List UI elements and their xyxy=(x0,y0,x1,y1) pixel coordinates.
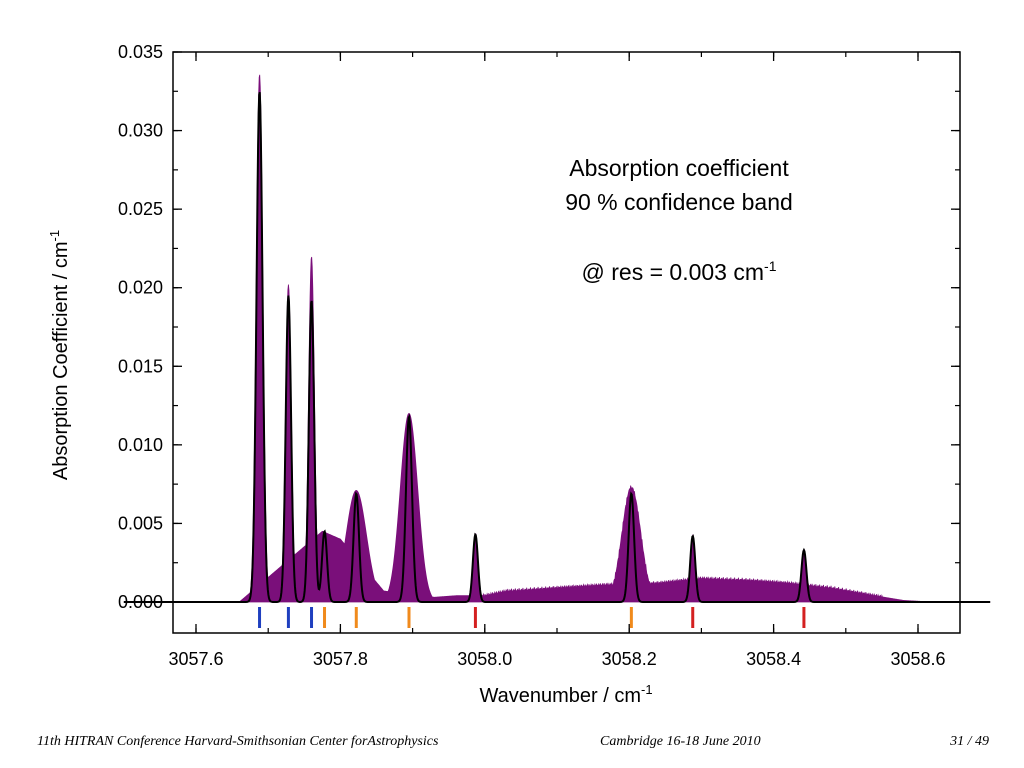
absorption-chart: 3057.6 3057.8 3058.0 3058.2 3058.4 3058.6 0.00… xyxy=(47,42,991,707)
confidence-band-layer xyxy=(123,74,991,603)
annotation-line-1: Absorption coefficient xyxy=(569,155,789,181)
y-tick-label: 0.025 xyxy=(118,199,163,219)
annotation-line-3: @ res = 0.003 cm-1 xyxy=(582,258,777,285)
y-tick-label: 0.030 xyxy=(118,121,163,141)
x-tick-label: 3057.8 xyxy=(313,649,368,669)
x-tick-label: 3058.2 xyxy=(602,649,657,669)
footer-page-number: 31 / 49 xyxy=(950,734,989,749)
y-tick-label: 0.015 xyxy=(118,356,163,376)
confidence-band-area xyxy=(123,74,991,603)
y-tick-label: 0.005 xyxy=(118,513,163,533)
line-position-markers xyxy=(258,607,806,628)
absorption-line-layer xyxy=(123,91,991,603)
absorption-coefficient-line xyxy=(123,91,991,603)
annotation-line-2: 90 % confidence band xyxy=(565,189,793,215)
x-tick-label: 3057.6 xyxy=(168,649,223,669)
x-tick-label: 3058.4 xyxy=(746,649,801,669)
y-tick-label: 0.035 xyxy=(118,42,163,62)
x-tick-label: 3058.6 xyxy=(890,649,945,669)
y-tick-label: 0.010 xyxy=(118,435,163,455)
plot-frame xyxy=(172,51,961,634)
footer-location-date: Cambridge 16-18 June 2010 xyxy=(600,734,761,749)
x-axis-title: Wavenumber / cm-1 xyxy=(479,682,652,707)
y-tick-label: 0.020 xyxy=(118,278,163,298)
y-axis-title: Absorption Coefficient / cm-1 xyxy=(47,230,72,480)
axis-ticks: 3057.6 3057.8 3058.0 3058.2 3058.4 3058.6 0.00… xyxy=(118,42,960,669)
y-tick-label: 0.000 xyxy=(118,592,163,612)
footer-conference: 11th HITRAN Conference Harvard-Smithsoni… xyxy=(37,734,439,749)
x-tick-label: 3058.0 xyxy=(457,649,512,669)
